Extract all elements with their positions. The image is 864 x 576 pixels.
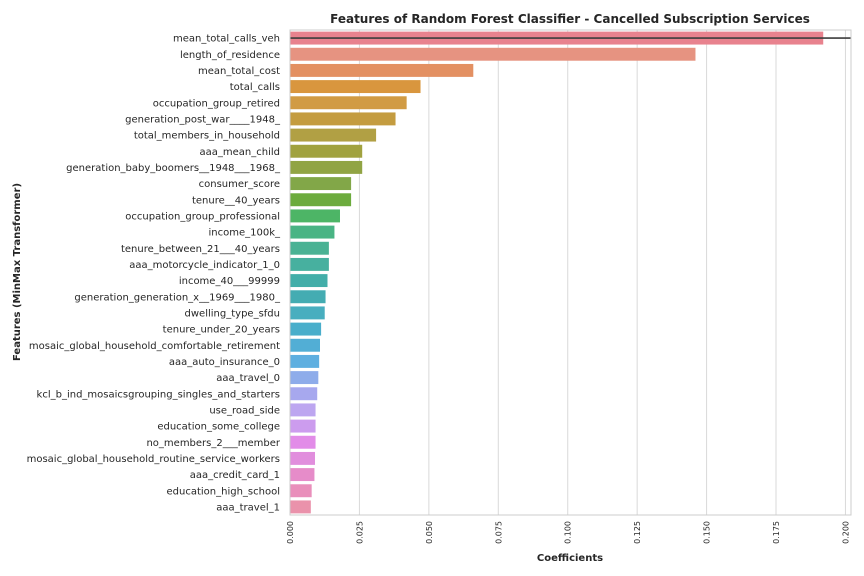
y-axis-label: Features (MinMax Transformer) — [12, 183, 23, 361]
y-tick-label: generation_generation_x__1969___1980_ — [74, 292, 281, 303]
y-tick-label: aaa_motorcycle_indicator_1_0 — [129, 260, 280, 271]
x-tick-label: 0.050 — [425, 521, 434, 544]
y-tick-label: tenure_under_20_years — [163, 325, 280, 336]
bar — [290, 274, 328, 288]
y-tick-label: tenure_between_21___40_years — [121, 244, 280, 255]
y-tick-label: total_calls — [230, 82, 280, 93]
y-tick-label: no_members_2___member — [146, 438, 280, 449]
bar — [290, 96, 407, 110]
y-tick-label: mosaic_global_household_routine_service_… — [27, 454, 280, 465]
y-tick-label: occupation_group_retired — [153, 98, 280, 109]
bar — [290, 47, 696, 61]
plot-frame — [289, 29, 852, 516]
y-tick-label: income_100k_ — [208, 228, 281, 239]
y-tick-label: length_of_residence — [180, 50, 280, 61]
x-tick-label: 0.150 — [703, 521, 712, 544]
bar — [290, 193, 352, 207]
y-tick-labels: mean_total_calls_veh length_of_residencem… — [27, 34, 281, 514]
bar — [290, 354, 320, 368]
bar — [290, 484, 312, 498]
y-tick-label: total_members_in_household — [134, 131, 280, 142]
y-tick-label: consumer_score — [199, 179, 280, 190]
bar — [290, 112, 396, 126]
bar — [290, 371, 319, 385]
y-tick-label: mean_total_cost — [198, 66, 280, 77]
x-tick-label: 0.200 — [841, 521, 850, 544]
y-tick-label: dwelling_type_sfdu — [185, 308, 280, 319]
x-tick-labels: 0.000 0.025 0.050 0.075 0.100 0.125 0.150 0.175… — [286, 521, 850, 544]
y-tick-label: aaa_credit_card_1 — [190, 470, 280, 481]
y-tick-label: aaa_auto_insurance_0 — [169, 357, 280, 368]
bar — [290, 419, 316, 433]
x-tick-label: 0.025 — [355, 521, 364, 544]
bar — [290, 160, 363, 174]
y-tick-label: kcl_b_ind_mosaicsgrouping_singles_and_st… — [37, 389, 280, 400]
bar — [290, 290, 326, 304]
y-tick-label: education_some_college — [157, 422, 280, 433]
chart-title: Features of Random Forest Classifier - C… — [330, 12, 810, 26]
bar — [290, 225, 335, 239]
y-tick-label: income_40___99999 — [179, 276, 280, 287]
bars — [290, 31, 824, 514]
bar — [290, 338, 320, 352]
bar — [290, 387, 318, 401]
bar — [290, 500, 311, 514]
y-tick-label: education_high_school — [167, 486, 280, 497]
y-tick-label: mosaic_global_household_comfortable_reti… — [29, 341, 280, 352]
y-tick-label: generation_baby_boomers__1948___1968_ — [66, 163, 281, 174]
bar — [290, 403, 316, 417]
bar — [290, 177, 352, 191]
x-axis-label: Coefficients — [537, 553, 603, 564]
bar — [290, 322, 322, 336]
bar — [290, 306, 325, 320]
y-tick-label: aaa_travel_1 — [216, 502, 280, 513]
x-tick-label: 0.175 — [772, 521, 781, 544]
grid-lines — [289, 30, 846, 515]
y-tick-label: tenure__40_years — [192, 195, 280, 206]
y-tick-label: aaa_mean_child — [200, 147, 280, 158]
bar — [290, 435, 316, 449]
bar — [290, 468, 315, 482]
x-tick-label: 0.125 — [633, 521, 642, 544]
y-tick-label: occupation_group_professional — [125, 211, 280, 222]
y-tick-label: mean_total_calls_veh — [173, 34, 280, 45]
y-tick-label: aaa_travel_0 — [216, 373, 280, 384]
bar — [290, 128, 377, 142]
x-tick-label: 0.075 — [494, 521, 503, 544]
bar — [290, 63, 474, 77]
y-tick-label: use_road_side — [209, 405, 280, 416]
bar — [290, 451, 315, 465]
bar — [290, 241, 329, 255]
x-tick-label: 0.100 — [564, 521, 573, 544]
bar — [290, 80, 421, 94]
bar — [290, 209, 340, 223]
y-tick-label: generation_post_war____1948_ — [125, 114, 281, 125]
bar — [290, 144, 363, 158]
x-tick-label: 0.000 — [286, 521, 295, 544]
bar — [290, 257, 329, 271]
